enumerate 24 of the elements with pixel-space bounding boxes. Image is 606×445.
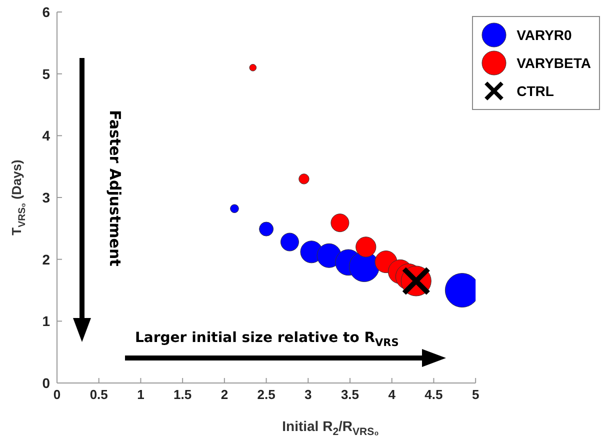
x-tick-label: 1.5	[174, 387, 192, 402]
x-tick-label: 0	[53, 387, 61, 402]
legend-label: VARYBETA	[516, 55, 591, 71]
y-tick-label: 5	[42, 66, 50, 82]
x-tick-label: 2	[220, 387, 228, 402]
x-tick-label: 3.5	[340, 387, 360, 402]
y-tick-label: 3	[42, 189, 50, 206]
x-tick-label: 4.5	[424, 387, 443, 402]
x-tick-label: 3	[304, 387, 312, 402]
x-tick-label: 2.5	[257, 387, 276, 402]
annotation: Larger initial size relative to R$_{VRS}$	[135, 330, 399, 349]
x-tick-label: 4	[388, 387, 396, 402]
legend-label: CTRL	[516, 83, 554, 99]
x-axis-title: Initial R$_{2}$/R$_{VRS₀}$	[282, 418, 380, 438]
y-tick-label: 2	[42, 251, 50, 268]
x-tick-label: 1	[137, 387, 144, 402]
legend-label: VARYR0	[516, 27, 572, 43]
x-tick-label: 5	[472, 387, 480, 402]
y-tick-label: 4	[42, 128, 50, 144]
y-tick-label: 1	[42, 313, 50, 330]
x-tick-label: 0.5	[90, 387, 108, 402]
annotation: Faster Adjustment	[106, 110, 124, 266]
y-tick-label: 6	[42, 4, 50, 20]
y-tick-label: 0	[42, 374, 50, 391]
